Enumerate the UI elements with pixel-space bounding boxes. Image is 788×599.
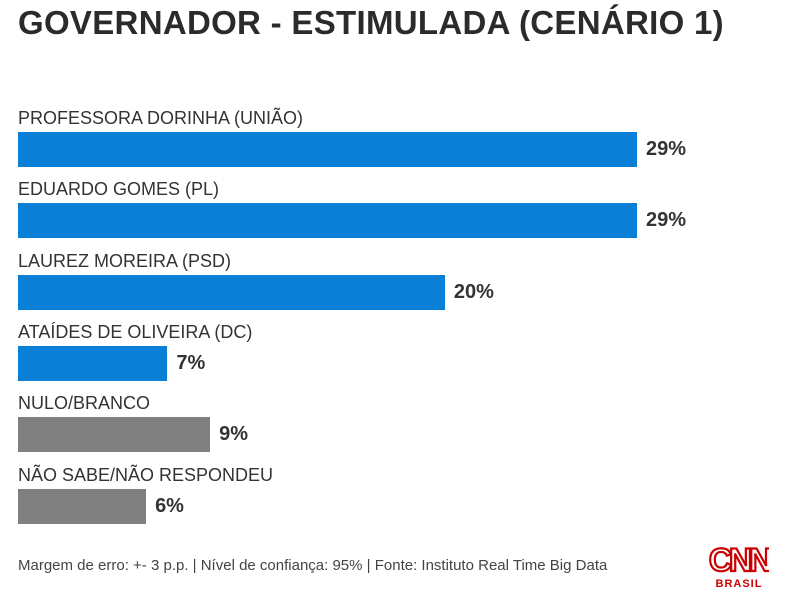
footer-note: Margem de erro: +- 3 p.p. | Nível de con… <box>18 557 608 574</box>
category-label: NÃO SABE/NÃO RESPONDEU <box>18 464 274 485</box>
bar-row: EDUARDO GOMES (PL) 29% <box>18 179 778 241</box>
bar-row: LAUREZ MOREIRA (PSD) 20% <box>18 251 778 313</box>
data-label: 6% <box>155 494 184 517</box>
bar <box>18 345 168 381</box>
data-label: 20% <box>453 280 494 303</box>
bar <box>18 203 637 239</box>
bar-row: NULO/BRANCO 9% <box>18 393 778 455</box>
data-label: 9% <box>219 423 248 446</box>
data-label: 29% <box>646 138 687 160</box>
category-label: NULO/BRANCO <box>18 393 151 414</box>
category-label: EDUARDO GOMES (PL) <box>18 179 220 200</box>
svg-text:CNN: CNN <box>709 543 769 575</box>
bar-row: PROFESSORA DORINHA (UNIÃO) 29% <box>18 108 778 170</box>
logo-sub: BRASIL <box>715 578 763 590</box>
category-label: ATAÍDES DE OLIVEIRA (DC) <box>18 321 253 342</box>
cnn-brasil-logo: CNN BRASIL <box>708 541 774 590</box>
bar <box>18 132 637 167</box>
data-label: 29% <box>646 209 687 232</box>
bar <box>18 488 147 524</box>
cnn-logo-icon: CNN <box>708 541 774 579</box>
chart-title: GOVERNADOR - ESTIMULADA (CENÁRIO 1) <box>18 4 724 41</box>
category-label: LAUREZ MOREIRA (PSD) <box>18 250 232 271</box>
bar <box>18 417 211 453</box>
bar-row: NÃO SABE/NÃO RESPONDEU 6% <box>18 465 778 527</box>
data-label: 7% <box>176 351 206 374</box>
bar-row: ATAÍDES DE OLIVEIRA (DC) 7% <box>18 322 778 384</box>
category-label: PROFESSORA DORINHA (UNIÃO) <box>18 108 304 128</box>
bar <box>18 274 445 310</box>
